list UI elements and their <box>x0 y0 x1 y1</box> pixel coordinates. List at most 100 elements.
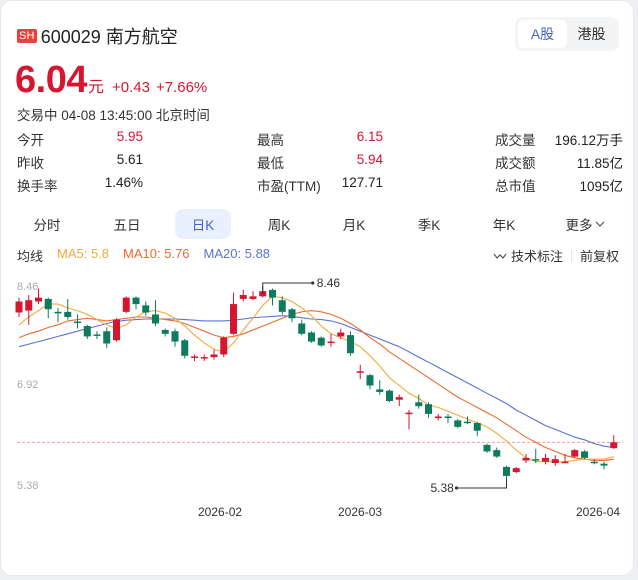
candle-body <box>405 412 413 415</box>
tab-intraday[interactable]: 分时 <box>33 218 61 233</box>
candle-body <box>113 319 120 341</box>
stat-low-value: 5.94 <box>356 152 383 167</box>
candle-body <box>35 297 42 302</box>
candle-body <box>171 331 179 342</box>
candle-body <box>142 305 150 313</box>
stat-high-value: 6.15 <box>356 129 383 144</box>
stat-amount-value: 11.85亿 <box>576 156 623 171</box>
candle-body <box>278 300 286 312</box>
candle-body <box>249 296 257 299</box>
max-annotation-label: 8.46 <box>317 276 341 290</box>
candle-body <box>200 357 208 359</box>
x-tick-label: 2026-03 <box>338 505 382 519</box>
chevron-down-icon <box>595 221 604 227</box>
candle-body <box>473 422 481 431</box>
wave-icon <box>493 253 507 259</box>
price-change: +0.43 <box>111 79 150 96</box>
stat-turnover-value: 1.46% <box>104 175 143 190</box>
stat-open-label: 今开 <box>17 133 44 148</box>
tab-more-label: 更多 <box>565 218 593 233</box>
stat-low-label: 最低 <box>257 156 284 171</box>
stat-turnover-label: 换手率 <box>17 179 58 194</box>
min-annotation-dot <box>454 486 459 490</box>
stat-mktcap-value: 1095亿 <box>579 179 623 194</box>
candle-body <box>74 321 81 324</box>
tab-yearly-k[interactable]: 年K <box>492 218 516 233</box>
min-annotation-label: 5.38 <box>431 481 455 495</box>
tech-annotation-label: 技术标注 <box>510 249 563 264</box>
stat-volume-label: 成交量 <box>495 133 536 148</box>
candle-body <box>425 404 432 414</box>
x-tick-label: 2026-02 <box>198 505 242 519</box>
candle-body <box>337 332 345 337</box>
candle-body <box>395 397 403 400</box>
candle-body <box>522 457 530 461</box>
price-change-pct: +7.66% <box>155 79 208 96</box>
ma10-value: MA10: 5.76 <box>123 246 190 261</box>
candle-body <box>327 341 335 344</box>
tab-five-day[interactable]: 五日 <box>113 218 141 233</box>
stat-pe-label: 市盈(TTM) <box>257 179 321 194</box>
market-switch: A股 港股 <box>515 17 619 51</box>
exchange-badge: SH <box>17 29 37 43</box>
candle-body <box>512 468 520 473</box>
candle-body <box>44 298 52 310</box>
candle-body <box>25 300 33 311</box>
market-option-a-share[interactable]: A股 <box>518 20 567 48</box>
candle-body <box>415 402 423 407</box>
price-row: 6.04 元 +0.43 +7.66% <box>15 59 213 102</box>
tab-quarterly-k[interactable]: 季K <box>417 218 441 233</box>
candle-body <box>93 334 101 336</box>
candle-body <box>493 450 501 457</box>
market-option-hk-share[interactable]: 港股 <box>577 26 606 42</box>
current-price: 6.04 <box>15 59 87 101</box>
candle-body <box>152 314 159 324</box>
stat-prev-close-value: 5.61 <box>116 152 143 167</box>
candle-body <box>83 326 91 337</box>
candle-body <box>161 329 169 334</box>
stat-high-label: 最高 <box>257 133 284 148</box>
candle-body <box>444 416 452 419</box>
ma-legend: 均线 MA5: 5.8 MA10: 5.76 MA20: 5.88 <box>17 246 270 265</box>
candle-body <box>191 356 198 358</box>
tab-monthly-k[interactable]: 月K <box>342 218 366 233</box>
adjust-button[interactable]: 前复权 <box>579 249 619 264</box>
candle-body <box>54 311 62 314</box>
tech-annotation-toggle[interactable]: 技术标注 <box>493 246 563 265</box>
tools-divider <box>570 249 572 262</box>
max-annotation-dot <box>311 281 315 285</box>
candle-body <box>464 421 471 424</box>
stat-prev-close-label: 昨收 <box>17 156 44 171</box>
candle-body <box>542 457 549 462</box>
tab-weekly-k[interactable]: 周K <box>267 218 291 233</box>
candle-body <box>571 450 579 457</box>
candle-body <box>239 295 247 299</box>
candle-body <box>503 466 510 476</box>
price-unit: 元 <box>87 79 104 96</box>
stock-code-name: 600029 南方航空 <box>40 27 178 47</box>
candle-body <box>581 451 588 458</box>
candle-body <box>376 389 384 392</box>
candle-body <box>356 371 364 373</box>
candle-body <box>347 335 354 354</box>
chart-tools: 技术标注 前复权 <box>493 246 619 265</box>
min-annotation-line <box>456 479 507 489</box>
stat-open-value: 5.95 <box>116 129 143 144</box>
candle-body <box>230 304 237 334</box>
candle-body <box>288 309 296 319</box>
candle-body <box>366 375 374 386</box>
kline-chart[interactable]: 8.46 6.92 5.38 8.46 5.38 2026-02 2026-03 2026-0… <box>1 271 635 531</box>
candle-body <box>590 461 598 464</box>
tab-daily-k[interactable]: 日K <box>175 209 231 239</box>
y-tick-label: 8.46 <box>17 281 38 293</box>
candle-body <box>386 390 393 402</box>
tab-more[interactable]: 更多 <box>555 209 615 239</box>
y-tick-label: 5.38 <box>17 480 38 492</box>
stat-mktcap-label: 总市值 <box>495 179 536 194</box>
ma10-line <box>18 310 614 461</box>
x-tick-label: 2026-04 <box>576 505 620 519</box>
candle-body <box>181 340 189 356</box>
ma-legend-label: 均线 <box>17 249 44 264</box>
candle-body <box>308 332 315 342</box>
